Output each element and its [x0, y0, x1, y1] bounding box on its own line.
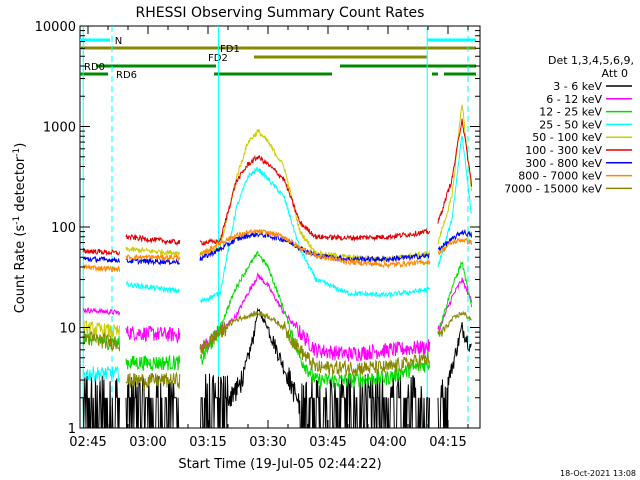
legend-label: 25 - 50 keV	[539, 118, 602, 131]
legend-label: 50 - 100 keV	[532, 131, 602, 144]
legend-header-2: Att 0	[602, 67, 628, 80]
y-tick-label: 100	[51, 221, 76, 236]
x-tick-label: 02:45	[69, 435, 106, 450]
series-line-5	[82, 118, 473, 257]
flag-fd1-label: FD1	[220, 44, 240, 55]
y-axis-label-mid: detector	[13, 156, 28, 216]
x-axis: 02:45 03:00 03:15 03:30 03:45 04:00 04:15	[69, 26, 469, 450]
series-line-6	[82, 228, 473, 266]
y-tick-label: 1	[68, 422, 76, 437]
y-axis-label-end: )	[13, 143, 28, 148]
legend-label: 300 - 800 keV	[525, 157, 602, 170]
y-tick-label: 1000	[43, 121, 76, 136]
series-line-4	[82, 104, 473, 339]
x-tick-label: 03:30	[249, 435, 286, 450]
legend-label: 12 - 25 keV	[539, 106, 602, 119]
footer-timestamp: 18-Oct-2021 13:08	[560, 469, 636, 478]
y-tick-label: 10000	[35, 20, 76, 35]
x-tick-label: 03:45	[309, 435, 346, 450]
y-axis-label-sup2: -1	[12, 148, 22, 157]
x-tick-label: 04:15	[429, 435, 466, 450]
y-axis-label-sup1: -1	[12, 216, 22, 225]
legend-label: 7000 - 15000 keV	[504, 182, 602, 195]
series-line-3	[82, 135, 472, 384]
series-line-2	[82, 251, 473, 389]
legend-label: 3 - 6 keV	[553, 80, 602, 93]
legend-label: 800 - 7000 keV	[518, 170, 602, 183]
y-tick-label: 10	[59, 322, 76, 337]
data-series	[82, 104, 473, 429]
x-tick-label: 03:00	[129, 435, 166, 450]
chart-title: RHESSI Observing Summary Count Rates	[136, 5, 425, 21]
series-line-7	[83, 228, 473, 273]
series-line-8	[82, 310, 472, 390]
x-axis-label: Start Time (19-Jul-05 02:44:22)	[178, 457, 381, 472]
legend-label: 6 - 12 keV	[546, 93, 602, 106]
flag-rd0-label: RD0	[84, 62, 105, 73]
series-line-1	[82, 272, 473, 362]
y-axis-label-main: Count Rate (s	[13, 225, 28, 314]
flag-n-label: N	[115, 36, 122, 47]
x-tick-label: 03:15	[189, 435, 226, 450]
y-axis: 1 10 100 1000 10000	[35, 20, 480, 437]
flag-rd6-label: RD6	[116, 70, 137, 81]
legend-header-1: Det 1,3,4,5,6,9,	[548, 54, 634, 67]
x-tick-label: 04:00	[369, 435, 406, 450]
series-line-0	[82, 307, 472, 429]
y-axis-label: Count Rate (s-1 detector-1)	[12, 143, 28, 314]
legend-label: 100 - 300 keV	[525, 144, 602, 157]
